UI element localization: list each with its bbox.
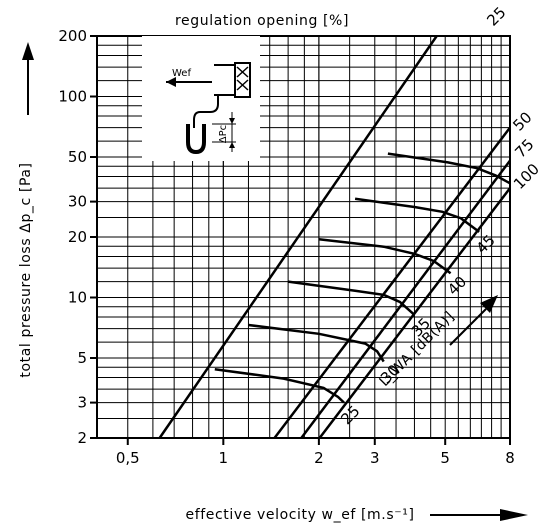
noise-curve-30 [248,323,385,363]
noise-level-curves [214,152,511,404]
inset-pressure-label: ΔPc [218,125,229,143]
x-axis-label: effective velocity w_ef [m.s⁻¹] [185,507,414,523]
x-tick-label: 8 [505,449,515,467]
x-tick-label: 3 [370,449,380,467]
noise-curve-40 [318,237,452,275]
opening-line-25 [158,35,438,439]
inset-schematic: Wef ΔPc [142,36,260,161]
y-tick-label: 50 [68,148,87,166]
x-tick-label: 0,5 [116,449,140,467]
opening-line-50 [273,126,511,439]
opening-label-100: 100 [510,160,543,193]
y-axis-arrow-icon [22,42,34,60]
noise-axis-arrow-icon [480,295,498,313]
opening-label-25: 25 [483,3,509,29]
y-tick-labels: 2 3 5 10 20 30 50 100 200 [58,27,97,447]
noise-label-45: 45 [473,231,499,257]
noise-curve-35 [287,280,416,316]
inset-velocity-label: Wef [172,68,191,79]
pressure-tube [193,95,219,128]
noise-curve-45 [354,197,480,233]
y-tick-label: 3 [77,394,87,412]
y-tick-label: 100 [58,88,87,106]
x-tick-label: 2 [314,449,324,467]
chart-title: regulation opening [%] [175,13,349,29]
opening-line-75 [300,159,511,439]
inset-background [142,36,260,161]
noise-arrow-shaft [449,308,487,346]
x-tick-label: 5 [440,449,450,467]
x-tick-labels: 0,5 1 2 3 5 8 [116,438,515,467]
u-manometer-icon [186,124,206,155]
x-axis-arrow-icon [500,509,528,521]
y-tick-label: 10 [68,289,87,307]
noise-label-40: 40 [444,273,470,299]
noise-curve-unlabeled-5 [387,152,511,185]
noise-curve-25 [214,367,345,404]
opening-label-50: 50 [509,108,535,134]
airflow-arrow-icon [166,77,176,87]
x-tick-label: 1 [219,449,229,467]
opening-label-75: 75 [511,135,537,161]
y-tick-label: 200 [58,27,87,45]
y-tick-label: 30 [68,193,87,211]
y-tick-label: 20 [68,228,87,246]
y-tick-label: 5 [77,349,87,367]
y-tick-label: 2 [77,429,87,447]
dimension-arrows-icon [229,118,235,148]
noise-label-25: 25 [337,402,363,428]
damper-blades-icon [236,66,249,91]
y-axis-label: total pressure loss Δp_c [Pa] [18,162,34,377]
